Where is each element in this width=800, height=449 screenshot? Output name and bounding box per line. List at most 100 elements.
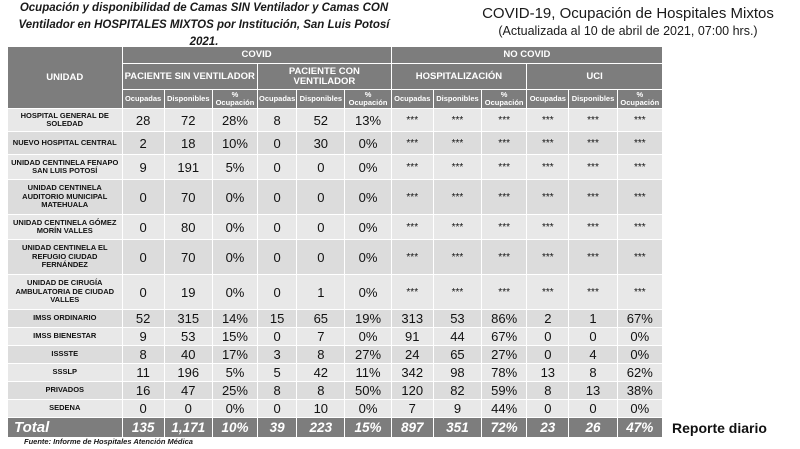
- unit-name-cell: UNIDAD CENTINELA FENAPO SAN LUIS POTOSÍ: [8, 155, 122, 179]
- value-cell: ***: [433, 240, 482, 274]
- value-cell: 0%: [345, 132, 391, 154]
- value-cell: 9: [122, 328, 164, 345]
- value-cell: ***: [433, 180, 482, 214]
- table-row: NUEVO HOSPITAL CENTRAL 2 18 10% 0 30 0% *** *** *…: [8, 132, 662, 154]
- table-row: UNIDAD DE CIRUGÍA AMBULATORIA DE CIUDAD …: [8, 275, 662, 309]
- value-cell: 70: [164, 240, 212, 274]
- value-cell: 53: [433, 310, 482, 327]
- value-cell: ***: [569, 109, 617, 131]
- value-cell: 14%: [212, 310, 258, 327]
- value-cell: 8: [297, 382, 345, 399]
- report-title: COVID-19, Ocupación de Hospitales Mixtos: [482, 5, 774, 22]
- value-cell: 1: [569, 310, 617, 327]
- value-cell: 65: [433, 346, 482, 363]
- value-cell: ***: [617, 215, 662, 239]
- value-cell: 0: [122, 180, 164, 214]
- unit-name-cell: HOSPITAL GENERAL DE SOLEDAD: [8, 109, 122, 131]
- value-cell: 11%: [345, 364, 391, 381]
- value-cell: 13: [569, 382, 617, 399]
- group-header-hospitalizacion: HOSPITALIZACIÓN: [391, 64, 527, 89]
- value-cell: 27%: [482, 346, 527, 363]
- total-row: Total 135 1,171 10% 39 223 15% 897 351 72% 23 26 47%: [8, 418, 662, 437]
- value-cell: ***: [569, 215, 617, 239]
- value-cell: 0: [258, 215, 297, 239]
- value-cell: ***: [482, 240, 527, 274]
- subcolumn-header: Ocupadas: [122, 90, 164, 108]
- source-note: Fuente: Informe de Hospitales Atención M…: [24, 437, 193, 446]
- value-cell: ***: [617, 132, 662, 154]
- value-cell: 28: [122, 109, 164, 131]
- table-row: HOSPITAL GENERAL DE SOLEDAD 28 72 28% 8 52 13%…: [8, 109, 662, 131]
- value-cell: 0: [122, 240, 164, 274]
- value-cell: 0: [258, 180, 297, 214]
- value-cell: 196: [164, 364, 212, 381]
- value-cell: 2: [527, 310, 569, 327]
- value-cell: 16: [122, 382, 164, 399]
- value-cell: ***: [617, 275, 662, 309]
- value-cell: ***: [569, 240, 617, 274]
- value-cell: ***: [527, 275, 569, 309]
- value-cell: 8: [297, 346, 345, 363]
- value-cell: ***: [433, 275, 482, 309]
- table-row: SEDENA 0 0 0% 0 10 0% 7 9 44% 0 0 0%: [8, 400, 662, 417]
- value-cell: 9: [433, 400, 482, 417]
- value-cell: 13: [527, 364, 569, 381]
- value-cell: 0: [258, 400, 297, 417]
- value-cell: 40: [164, 346, 212, 363]
- subcolumn-header: % Ocupación: [617, 90, 662, 108]
- no-covid-header: NO COVID: [391, 47, 662, 63]
- daily-report-label: Reporte diario: [672, 420, 767, 436]
- value-cell: 0: [527, 328, 569, 345]
- subcolumn-header: Disponibles: [433, 90, 482, 108]
- value-cell: ***: [617, 155, 662, 179]
- value-cell: 24: [391, 346, 433, 363]
- value-cell: 0: [297, 215, 345, 239]
- value-cell: ***: [433, 155, 482, 179]
- value-cell: 70: [164, 180, 212, 214]
- table-row: UNIDAD CENTINELA GÓMEZ MORÍN VALLES 0 80 0%…: [8, 215, 662, 239]
- total-value-cell: 135: [122, 418, 164, 437]
- value-cell: ***: [617, 180, 662, 214]
- value-cell: 5: [258, 364, 297, 381]
- table-row: SSSLP 11 196 5% 5 42 11% 342 98 78% 13 8 62%: [8, 364, 662, 381]
- value-cell: 0: [122, 215, 164, 239]
- value-cell: 0: [258, 240, 297, 274]
- value-cell: ***: [482, 275, 527, 309]
- value-cell: 8: [527, 382, 569, 399]
- table-row: PRIVADOS 16 47 25% 8 8 50% 120 82 59% 8 13 38%: [8, 382, 662, 399]
- subcolumn-header: Disponibles: [297, 90, 345, 108]
- subcolumn-header: Ocupadas: [258, 90, 297, 108]
- value-cell: ***: [433, 132, 482, 154]
- value-cell: 0: [297, 155, 345, 179]
- value-cell: ***: [527, 180, 569, 214]
- covid-header: COVID: [122, 47, 391, 63]
- value-cell: 0: [258, 275, 297, 309]
- report-heading: COVID-19, Ocupación de Hospitales Mixtos…: [470, 4, 786, 39]
- subcolumn-header: % Ocupación: [212, 90, 258, 108]
- value-cell: 8: [569, 364, 617, 381]
- group-header-con-ventilador: PACIENTE CON VENTILADOR: [258, 64, 391, 89]
- group-header-sin-ventilador: PACIENTE SIN VENTILADOR: [122, 64, 258, 89]
- value-cell: 4: [569, 346, 617, 363]
- total-value-cell: 897: [391, 418, 433, 437]
- unit-name-cell: UNIDAD CENTINELA EL REFUGIO CIUDAD FERNÁ…: [8, 240, 122, 274]
- value-cell: 91: [391, 328, 433, 345]
- unit-name-cell: IMSS ORDINARIO: [8, 310, 122, 327]
- value-cell: 62%: [617, 364, 662, 381]
- value-cell: 19%: [345, 310, 391, 327]
- value-cell: 11: [122, 364, 164, 381]
- value-cell: ***: [527, 109, 569, 131]
- value-cell: 3: [258, 346, 297, 363]
- value-cell: ***: [391, 240, 433, 274]
- value-cell: 0: [258, 328, 297, 345]
- value-cell: ***: [527, 155, 569, 179]
- value-cell: 342: [391, 364, 433, 381]
- value-cell: ***: [391, 215, 433, 239]
- value-cell: 72: [164, 109, 212, 131]
- table-row: IMSS BIENESTAR 9 53 15% 0 7 0% 91 44 67% 0 0 0%: [8, 328, 662, 345]
- value-cell: 0%: [345, 180, 391, 214]
- value-cell: 0: [122, 400, 164, 417]
- value-cell: 15: [258, 310, 297, 327]
- value-cell: 44%: [482, 400, 527, 417]
- total-value-cell: 15%: [345, 418, 391, 437]
